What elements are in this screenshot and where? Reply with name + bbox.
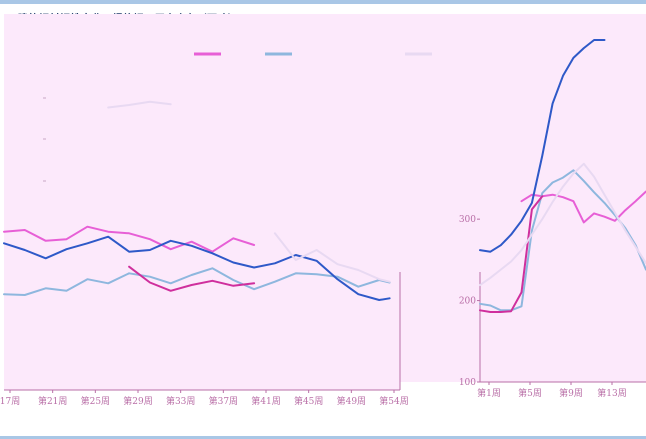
chart2-y-tick-label: 100 xyxy=(459,378,476,388)
chart1-x-tick-label: 第21周 xyxy=(38,395,67,407)
chart2-y-tick-label: 300 xyxy=(459,215,476,225)
chart1-series-1-line xyxy=(3,225,256,253)
chart1-x-tick-label: 17周 xyxy=(0,396,20,407)
chart2-series-5-line xyxy=(479,162,646,287)
chart2-y-tick-label: 200 xyxy=(459,297,476,307)
chart2-series-3-line xyxy=(479,195,544,313)
chart2-series-4-line xyxy=(479,39,606,253)
chart1-series-5-line xyxy=(107,100,391,283)
plot-background-top xyxy=(4,14,646,344)
plot-background-main-bottom xyxy=(4,344,400,390)
chart1-x-tick-label: 第41周 xyxy=(251,395,280,407)
chart1-x-tick-label: 第45周 xyxy=(294,395,323,407)
chart2-x-tick-label: 第13周 xyxy=(597,387,626,399)
chart2-x-tick-label: 第1周 xyxy=(477,387,501,399)
chart1-x-tick-label: 第49周 xyxy=(337,395,366,407)
chart2-x-tick-label: 第9周 xyxy=(559,387,583,399)
bottom-rule xyxy=(0,436,646,439)
chart1-series-3-line xyxy=(128,265,256,292)
plot-background-right-bottom xyxy=(400,344,646,382)
chart2-x-tick-label: 第5周 xyxy=(518,387,542,399)
top-rule xyxy=(0,0,646,4)
chart1-series-4-line xyxy=(3,235,391,301)
chart1-x-tick-label: 第29周 xyxy=(123,395,152,407)
chart1-x-tick-label: 第37周 xyxy=(209,395,238,407)
chart1-x-tick-label: 第33周 xyxy=(166,395,195,407)
chart1-x-tick-label: 第54周 xyxy=(379,395,408,407)
chart1-x-tick-label: 第25周 xyxy=(81,395,110,407)
